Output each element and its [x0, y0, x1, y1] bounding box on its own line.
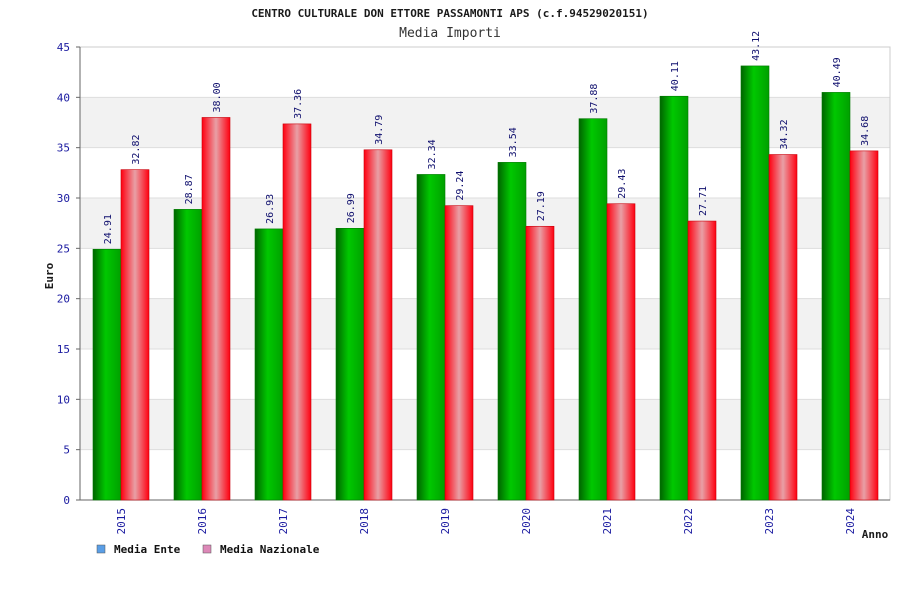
bar-media-ente-2021: [578, 118, 608, 501]
bar-media-nazionale-2021: [606, 203, 636, 501]
data-labels: 24.91 32.82 28.87 38.00 26.93 37.36 26.99 34.79…: [103, 31, 871, 244]
data-label: 29.24: [455, 171, 466, 201]
bar-media-nazionale-2024: [849, 150, 879, 501]
data-label: 29.43: [617, 169, 628, 199]
x-tick-label: 2016: [196, 508, 209, 535]
x-tick-label: 2022: [682, 508, 695, 535]
data-label: 43.12: [751, 31, 762, 61]
y-tick-label: 40: [57, 91, 70, 104]
bar-media-ente-2024: [821, 92, 851, 501]
x-tick-label: 2017: [277, 508, 290, 535]
y-tick-labels: 0 5 10 15 20 25 30 35 40 45: [57, 41, 70, 507]
bar-media-ente-2017: [254, 228, 284, 501]
y-tick-label: 25: [57, 242, 70, 255]
y-tick-label: 20: [57, 293, 70, 306]
x-tick-label: 2024: [844, 508, 857, 535]
data-label: 34.68: [860, 116, 871, 146]
data-label: 40.49: [832, 57, 843, 87]
data-label: 32.34: [427, 139, 438, 169]
data-label: 40.11: [670, 61, 681, 91]
legend-label-media-nazionale: Media Nazionale: [220, 543, 320, 556]
x-tick-label: 2021: [601, 508, 614, 535]
data-label: 32.82: [131, 135, 142, 165]
y-tick-label: 15: [57, 343, 70, 356]
data-label: 34.32: [779, 119, 790, 149]
bar-media-ente-2020: [497, 162, 527, 501]
bar-media-nazionale-2018: [363, 149, 393, 501]
x-tick-label: 2019: [439, 508, 452, 535]
data-label: 37.36: [293, 89, 304, 119]
y-tick-label: 5: [63, 444, 70, 457]
legend: Media Ente Media Nazionale: [96, 543, 320, 556]
bar-media-nazionale-2015: [120, 169, 150, 501]
y-tick-label: 10: [57, 393, 70, 406]
bar-media-nazionale-2019: [444, 205, 474, 501]
data-label: 28.87: [184, 174, 195, 204]
data-label: 34.79: [374, 115, 385, 145]
bars: [92, 65, 879, 501]
data-label: 24.91: [103, 214, 114, 244]
x-tick-labels: 2015 2016 2017 2018 2019 2020 2021 2022 2023 2024: [115, 508, 857, 535]
y-tick-label: 35: [57, 142, 70, 155]
data-label: 37.88: [589, 84, 600, 114]
data-label: 26.99: [346, 193, 357, 223]
bar-media-ente-2018: [335, 228, 365, 501]
bar-media-ente-2016: [173, 209, 203, 501]
data-label: 33.54: [508, 127, 519, 157]
legend-swatch-media-nazionale: [202, 544, 212, 554]
x-tick-label: 2023: [763, 508, 776, 535]
bar-media-nazionale-2017: [282, 123, 312, 501]
y-tick-label: 45: [57, 41, 70, 54]
bar-media-nazionale-2023: [768, 154, 798, 501]
data-label: 26.93: [265, 194, 276, 224]
legend-label-media-ente: Media Ente: [114, 543, 181, 556]
bar-media-ente-2023: [740, 65, 770, 501]
x-tick-label: 2015: [115, 508, 128, 535]
bar-media-ente-2022: [659, 95, 689, 501]
data-label: 38.00: [212, 82, 223, 112]
legend-swatch-media-ente: [96, 544, 106, 554]
y-tick-label: 0: [63, 494, 70, 507]
y-axis-title: Euro: [43, 262, 56, 289]
bar-media-nazionale-2020: [525, 225, 555, 501]
chart-subtitle: Media Importi: [399, 26, 501, 41]
y-tick-label: 30: [57, 192, 70, 205]
data-label: 27.71: [698, 186, 709, 216]
x-tick-label: 2018: [358, 508, 371, 535]
x-tick-label: 2020: [520, 508, 533, 535]
bar-media-nazionale-2016: [201, 117, 231, 501]
data-label: 27.19: [536, 191, 547, 221]
bar-media-ente-2019: [416, 174, 446, 501]
chart-title: CENTRO CULTURALE DON ETTORE PASSAMONTI A…: [251, 7, 648, 20]
x-axis-title: Anno: [862, 528, 889, 541]
bar-media-nazionale-2022: [687, 220, 717, 501]
bar-media-ente-2015: [92, 248, 122, 501]
